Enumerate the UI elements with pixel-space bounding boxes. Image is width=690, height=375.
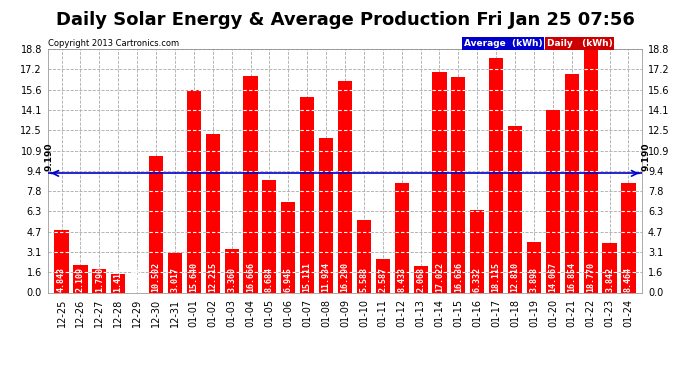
Bar bbox=[546, 110, 560, 292]
Bar bbox=[262, 180, 277, 292]
Bar bbox=[602, 243, 617, 292]
Text: 4.843: 4.843 bbox=[57, 267, 66, 292]
Text: 16.290: 16.290 bbox=[340, 262, 350, 292]
Bar bbox=[168, 254, 182, 292]
Text: 3.898: 3.898 bbox=[529, 267, 538, 292]
Bar bbox=[244, 76, 257, 292]
Bar bbox=[338, 81, 352, 292]
Text: Daily Solar Energy & Average Production Fri Jan 25 07:56: Daily Solar Energy & Average Production … bbox=[56, 11, 634, 29]
Bar bbox=[451, 77, 466, 292]
Text: Daily   (kWh): Daily (kWh) bbox=[546, 39, 613, 48]
Bar bbox=[319, 138, 333, 292]
Text: 14.067: 14.067 bbox=[549, 262, 558, 292]
Text: 8.464: 8.464 bbox=[624, 267, 633, 292]
Text: 18.770: 18.770 bbox=[586, 262, 595, 292]
Text: 9.190: 9.190 bbox=[642, 143, 651, 171]
Text: 12.215: 12.215 bbox=[208, 262, 217, 292]
Text: 0.000: 0.000 bbox=[132, 267, 141, 292]
Text: 1.410: 1.410 bbox=[114, 267, 123, 292]
Bar bbox=[413, 266, 428, 292]
Bar bbox=[187, 90, 201, 292]
Bar bbox=[149, 156, 163, 292]
Text: 16.854: 16.854 bbox=[567, 262, 576, 292]
Text: 2.109: 2.109 bbox=[76, 267, 85, 292]
Text: 6.945: 6.945 bbox=[284, 267, 293, 292]
Text: 2.068: 2.068 bbox=[416, 267, 425, 292]
Bar bbox=[357, 220, 371, 292]
Text: 2.587: 2.587 bbox=[378, 267, 387, 292]
Text: 8.433: 8.433 bbox=[397, 267, 406, 292]
Text: 3.017: 3.017 bbox=[170, 267, 179, 292]
Bar bbox=[224, 249, 239, 292]
Bar bbox=[584, 49, 598, 292]
Bar bbox=[376, 259, 390, 292]
Text: 10.502: 10.502 bbox=[152, 262, 161, 292]
Text: 8.684: 8.684 bbox=[265, 267, 274, 292]
Text: 3.360: 3.360 bbox=[227, 267, 236, 292]
Bar bbox=[73, 265, 88, 292]
Text: 16.666: 16.666 bbox=[246, 262, 255, 292]
Text: Average  (kWh): Average (kWh) bbox=[464, 39, 542, 48]
Bar bbox=[470, 210, 484, 292]
Bar bbox=[433, 72, 446, 292]
Text: 1.790: 1.790 bbox=[95, 267, 103, 292]
Bar bbox=[564, 74, 579, 292]
Text: 5.588: 5.588 bbox=[359, 267, 368, 292]
Bar bbox=[622, 183, 635, 292]
Text: 3.842: 3.842 bbox=[605, 267, 614, 292]
Text: 17.022: 17.022 bbox=[435, 262, 444, 292]
Text: 11.934: 11.934 bbox=[322, 262, 331, 292]
Text: 18.115: 18.115 bbox=[492, 262, 501, 292]
Bar bbox=[508, 126, 522, 292]
Bar bbox=[92, 269, 106, 292]
Bar bbox=[527, 242, 541, 292]
Bar bbox=[489, 58, 503, 292]
Bar bbox=[395, 183, 408, 292]
Text: 16.636: 16.636 bbox=[454, 262, 463, 292]
Text: 12.810: 12.810 bbox=[511, 262, 520, 292]
Text: 15.111: 15.111 bbox=[303, 262, 312, 292]
Bar bbox=[206, 134, 220, 292]
Bar bbox=[55, 230, 68, 292]
Bar bbox=[282, 202, 295, 292]
Text: 6.332: 6.332 bbox=[473, 267, 482, 292]
Text: Copyright 2013 Cartronics.com: Copyright 2013 Cartronics.com bbox=[48, 39, 179, 48]
Text: 9.190: 9.190 bbox=[45, 143, 54, 171]
Bar bbox=[300, 97, 314, 292]
Text: 15.640: 15.640 bbox=[189, 262, 198, 292]
Bar bbox=[111, 274, 126, 292]
